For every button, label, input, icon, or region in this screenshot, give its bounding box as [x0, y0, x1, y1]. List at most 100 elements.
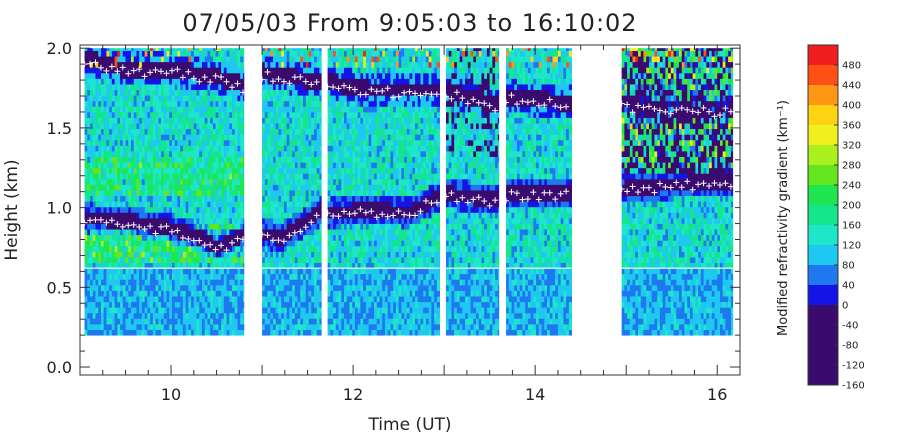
heatmap-cell — [180, 89, 184, 96]
heatmap-cell — [204, 245, 208, 252]
heatmap-cell — [308, 156, 312, 163]
heatmap-cell — [267, 190, 271, 197]
heatmap-cell — [357, 111, 361, 118]
heatmap-cell — [338, 312, 342, 319]
heatmap-cell — [150, 117, 154, 124]
heatmap-cell — [103, 111, 107, 118]
heatmap-cell — [161, 145, 165, 152]
heatmap-cell — [185, 257, 189, 264]
heatmap-cell — [204, 307, 208, 314]
heatmap-cell — [327, 151, 331, 157]
heatmap-cell — [128, 290, 132, 297]
heatmap-cell — [218, 117, 222, 124]
heatmap-cell — [125, 111, 129, 118]
heatmap-cell — [311, 217, 315, 224]
heatmap-cell — [155, 100, 159, 107]
heatmap-cell — [114, 229, 118, 236]
heatmap-cell — [199, 206, 203, 213]
heatmap-cell — [120, 111, 124, 118]
heatmap-cell — [272, 257, 277, 264]
heatmap-cell — [308, 273, 312, 280]
heatmap-cell — [103, 61, 107, 68]
heatmap-cell — [346, 296, 350, 303]
heatmap-cell — [90, 273, 94, 280]
heatmap-cell — [87, 262, 91, 269]
heatmap-cell — [242, 329, 245, 336]
heatmap-cell — [193, 262, 197, 269]
heatmap-cell — [354, 323, 359, 330]
heatmap-cell — [98, 123, 102, 130]
heatmap-cell — [283, 117, 288, 124]
heatmap-cell — [354, 318, 359, 325]
heatmap-cell — [95, 312, 99, 319]
heatmap-cell — [111, 251, 115, 258]
heatmap-cell — [327, 173, 331, 180]
heatmap-cell — [210, 217, 214, 224]
heatmap-cell — [363, 128, 367, 135]
heatmap-cell — [114, 206, 118, 213]
heatmap-cell — [335, 234, 339, 241]
heatmap-cell — [128, 134, 132, 141]
heatmap-cell — [103, 128, 107, 135]
heatmap-cell — [188, 251, 192, 258]
heatmap-cell — [152, 78, 156, 85]
heatmap-cell — [201, 72, 206, 79]
heatmap-cell — [281, 201, 285, 208]
heatmap-cell — [344, 78, 348, 85]
heatmap-cell — [182, 67, 186, 74]
heatmap-cell — [292, 67, 296, 74]
heatmap-cell — [141, 95, 146, 102]
heatmap-cell — [158, 329, 162, 336]
heatmap-cell — [136, 312, 140, 319]
heatmap-cell — [185, 301, 189, 308]
heatmap-cell — [349, 296, 353, 303]
heatmap-cell — [300, 312, 304, 319]
heatmap-cell — [292, 162, 296, 169]
heatmap-cell — [333, 223, 337, 230]
heatmap-cell — [275, 134, 279, 141]
heatmap-cell — [169, 212, 173, 219]
heatmap-cell — [289, 229, 293, 236]
heatmap-cell — [275, 257, 279, 264]
heatmap-cell — [262, 229, 266, 236]
heatmap-cell — [174, 229, 178, 236]
heatmap-cell — [333, 78, 337, 85]
heatmap-cell — [344, 100, 348, 107]
heatmap-cell — [242, 117, 245, 124]
heatmap-cell — [264, 106, 268, 113]
heatmap-cell — [171, 296, 176, 303]
heatmap-cell — [90, 229, 94, 236]
heatmap-cell — [114, 290, 118, 297]
heatmap-cell — [360, 123, 364, 130]
heatmap-cell — [144, 217, 148, 224]
heatmap-cell — [84, 217, 88, 224]
heatmap-cell — [210, 128, 214, 135]
heatmap-cell — [95, 301, 99, 308]
heatmap-cell — [264, 178, 268, 185]
heatmap-cell — [158, 262, 162, 269]
heatmap-cell — [158, 190, 162, 197]
heatmap-cell — [204, 61, 208, 68]
heatmap-cell — [365, 217, 369, 224]
heatmap-cell — [177, 100, 181, 107]
heatmap-cell — [188, 72, 192, 79]
heatmap-cell — [120, 206, 124, 213]
heatmap-cell — [171, 268, 176, 275]
heatmap-cell — [240, 329, 244, 336]
heatmap-cell — [180, 273, 184, 280]
heatmap-cell — [207, 48, 211, 51]
heatmap-cell — [308, 323, 312, 330]
heatmap-cell — [349, 173, 353, 180]
heatmap-cell — [226, 184, 230, 191]
heatmap-cell — [174, 156, 178, 163]
heatmap-cell — [354, 312, 359, 319]
heatmap-cell — [204, 156, 208, 163]
heatmap-cell — [144, 50, 148, 57]
heatmap-cell — [114, 139, 118, 146]
heatmap-cell — [152, 156, 156, 163]
heatmap-cell — [141, 89, 146, 96]
heatmap-cell — [341, 229, 345, 236]
heatmap-cell — [193, 240, 197, 247]
heatmap-cell — [344, 229, 348, 236]
heatmap-cell — [185, 173, 189, 180]
